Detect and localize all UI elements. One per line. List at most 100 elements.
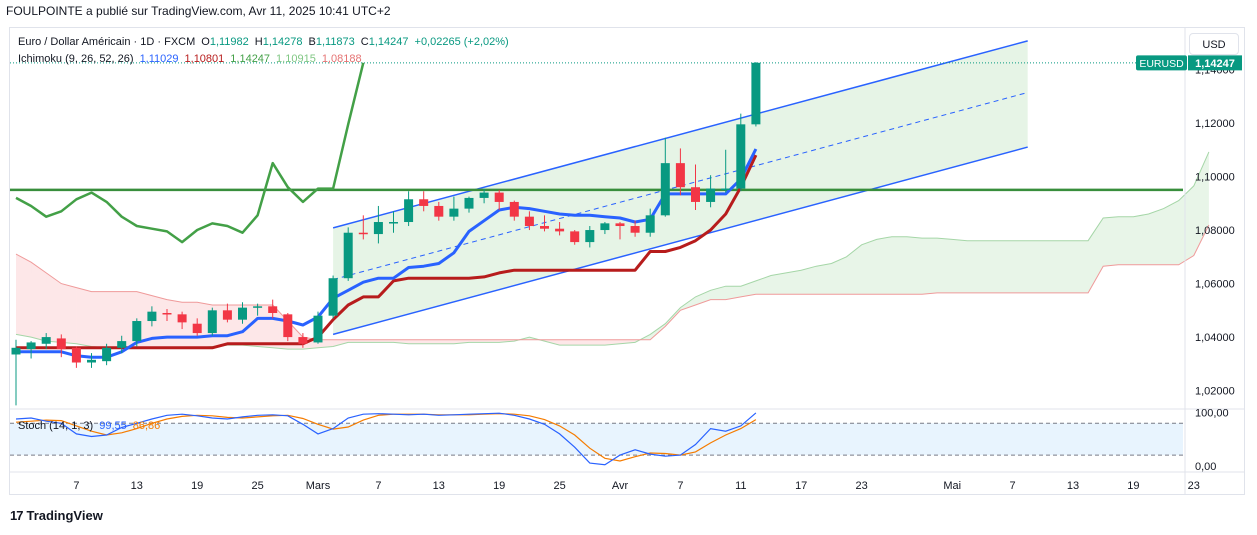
cloud-segment — [1012, 240, 1028, 293]
candle-body — [162, 313, 172, 315]
candle — [449, 196, 459, 221]
candle — [660, 137, 670, 217]
candle — [570, 230, 580, 245]
stoch-d-line — [15, 413, 757, 462]
cloud-segment — [922, 238, 938, 295]
channel-lower — [332, 146, 1028, 336]
stoch-d-value: 86,86 — [132, 420, 161, 432]
ichimoku-tenkan-value: 1,11029 — [139, 53, 179, 65]
date-tick-label: 7 — [677, 480, 683, 492]
cloud-segment — [1118, 216, 1134, 265]
candle-body — [555, 228, 565, 232]
candle-body — [87, 359, 96, 363]
cloud-segment — [1088, 218, 1104, 293]
cloud-segment — [906, 236, 922, 295]
cloud-segment — [1103, 216, 1119, 267]
price-tick-label: 1,12000 — [1195, 118, 1235, 130]
candle-body — [494, 192, 504, 202]
ichimoku-span-b-value: 1,08188 — [321, 53, 362, 65]
cloud-segment — [997, 240, 1013, 293]
price-tick-label: 1,10000 — [1195, 172, 1235, 184]
cloud-segment — [257, 304, 273, 348]
candle-body — [177, 314, 187, 323]
cloud-segment — [61, 283, 77, 344]
cloud-segment — [151, 295, 167, 348]
cloud-segment — [1178, 185, 1194, 265]
candle — [298, 333, 308, 348]
candle-body — [207, 310, 217, 334]
cloud-segment — [937, 238, 953, 293]
cloud-segment — [559, 339, 575, 346]
candle-body — [56, 338, 66, 350]
ichimoku-label: Ichimoku (9, 26, 52, 26) — [18, 53, 134, 65]
cloud-segment — [91, 291, 107, 348]
candle-body — [509, 201, 519, 217]
price-tick-label: 1,06000 — [1195, 279, 1235, 291]
cloud-segment — [333, 339, 349, 347]
date-tick-label: 19 — [1127, 480, 1139, 492]
price-tag-symbol: EURUSD — [1139, 58, 1184, 70]
candle — [358, 215, 368, 240]
support-line — [10, 62, 1183, 192]
tradingview-logo-text: TradingView — [26, 508, 103, 523]
candle — [343, 227, 353, 281]
publish-caption: FOULPOINTE a publié sur TradingView.com,… — [6, 4, 391, 18]
candle-body — [524, 216, 534, 227]
date-tick-label: 17 — [795, 480, 807, 492]
tradingview-logo[interactable]: 17 TradingView — [10, 508, 103, 523]
tradingview-logo-icon: 17 — [10, 508, 24, 523]
candle-body — [660, 163, 670, 216]
candle — [268, 299, 278, 319]
currency-button[interactable]: USD — [1189, 33, 1239, 55]
date-tick-label: 25 — [251, 480, 263, 492]
candle — [615, 222, 625, 240]
candle — [419, 191, 429, 212]
candle — [524, 211, 534, 231]
candle — [721, 149, 731, 193]
cloud-segment — [982, 240, 998, 293]
legend-open: 1,11982 — [209, 36, 249, 48]
candle — [645, 208, 655, 237]
cloud-segment — [16, 254, 32, 338]
candle — [600, 222, 610, 235]
cloud-segment — [876, 236, 892, 295]
candle — [675, 148, 685, 196]
candle-body — [298, 337, 308, 344]
legend-close-label: C — [360, 36, 369, 48]
price-tick-label: 1,04000 — [1195, 332, 1235, 344]
candle — [238, 302, 247, 324]
cloud-segment — [695, 290, 711, 305]
candle-body — [11, 347, 21, 355]
candle — [540, 215, 549, 232]
candle — [177, 311, 187, 330]
stoch-label: Stoch (14, 1, 3) — [18, 420, 94, 432]
candle — [56, 334, 66, 358]
candle — [87, 353, 96, 368]
cloud-segment — [1133, 213, 1149, 265]
candle — [283, 313, 293, 342]
candle-body — [721, 188, 731, 191]
date-tick-label: 11 — [735, 480, 746, 492]
candle-body — [434, 205, 444, 217]
cloud-segment — [801, 266, 817, 295]
date-tick-label: 23 — [855, 480, 867, 492]
candle-body — [691, 187, 700, 202]
candle — [192, 318, 202, 336]
candle — [434, 201, 444, 221]
stochastic-pane: 100,00 0,00 — [10, 408, 1229, 473]
cloud-segment — [816, 263, 832, 295]
legend-ichimoku: Ichimoku (9, 26, 52, 26) 1,11029 1,10801 1,… — [18, 53, 368, 65]
candle-body — [238, 307, 247, 320]
date-tick-label: 7 — [1010, 480, 1016, 492]
cloud-segment — [1042, 240, 1058, 293]
candle — [404, 191, 414, 227]
cloud-segment — [378, 339, 394, 343]
candle — [328, 275, 338, 319]
date-tick-label: Avr — [612, 480, 629, 492]
legend-stoch: Stoch (14, 1, 3) 99,55 86,86 — [18, 420, 166, 432]
legend-change: +0,02265 (+2,02%) — [414, 36, 509, 48]
candle — [147, 306, 157, 327]
chart-frame — [9, 27, 1245, 495]
channel-upper — [332, 40, 1028, 229]
